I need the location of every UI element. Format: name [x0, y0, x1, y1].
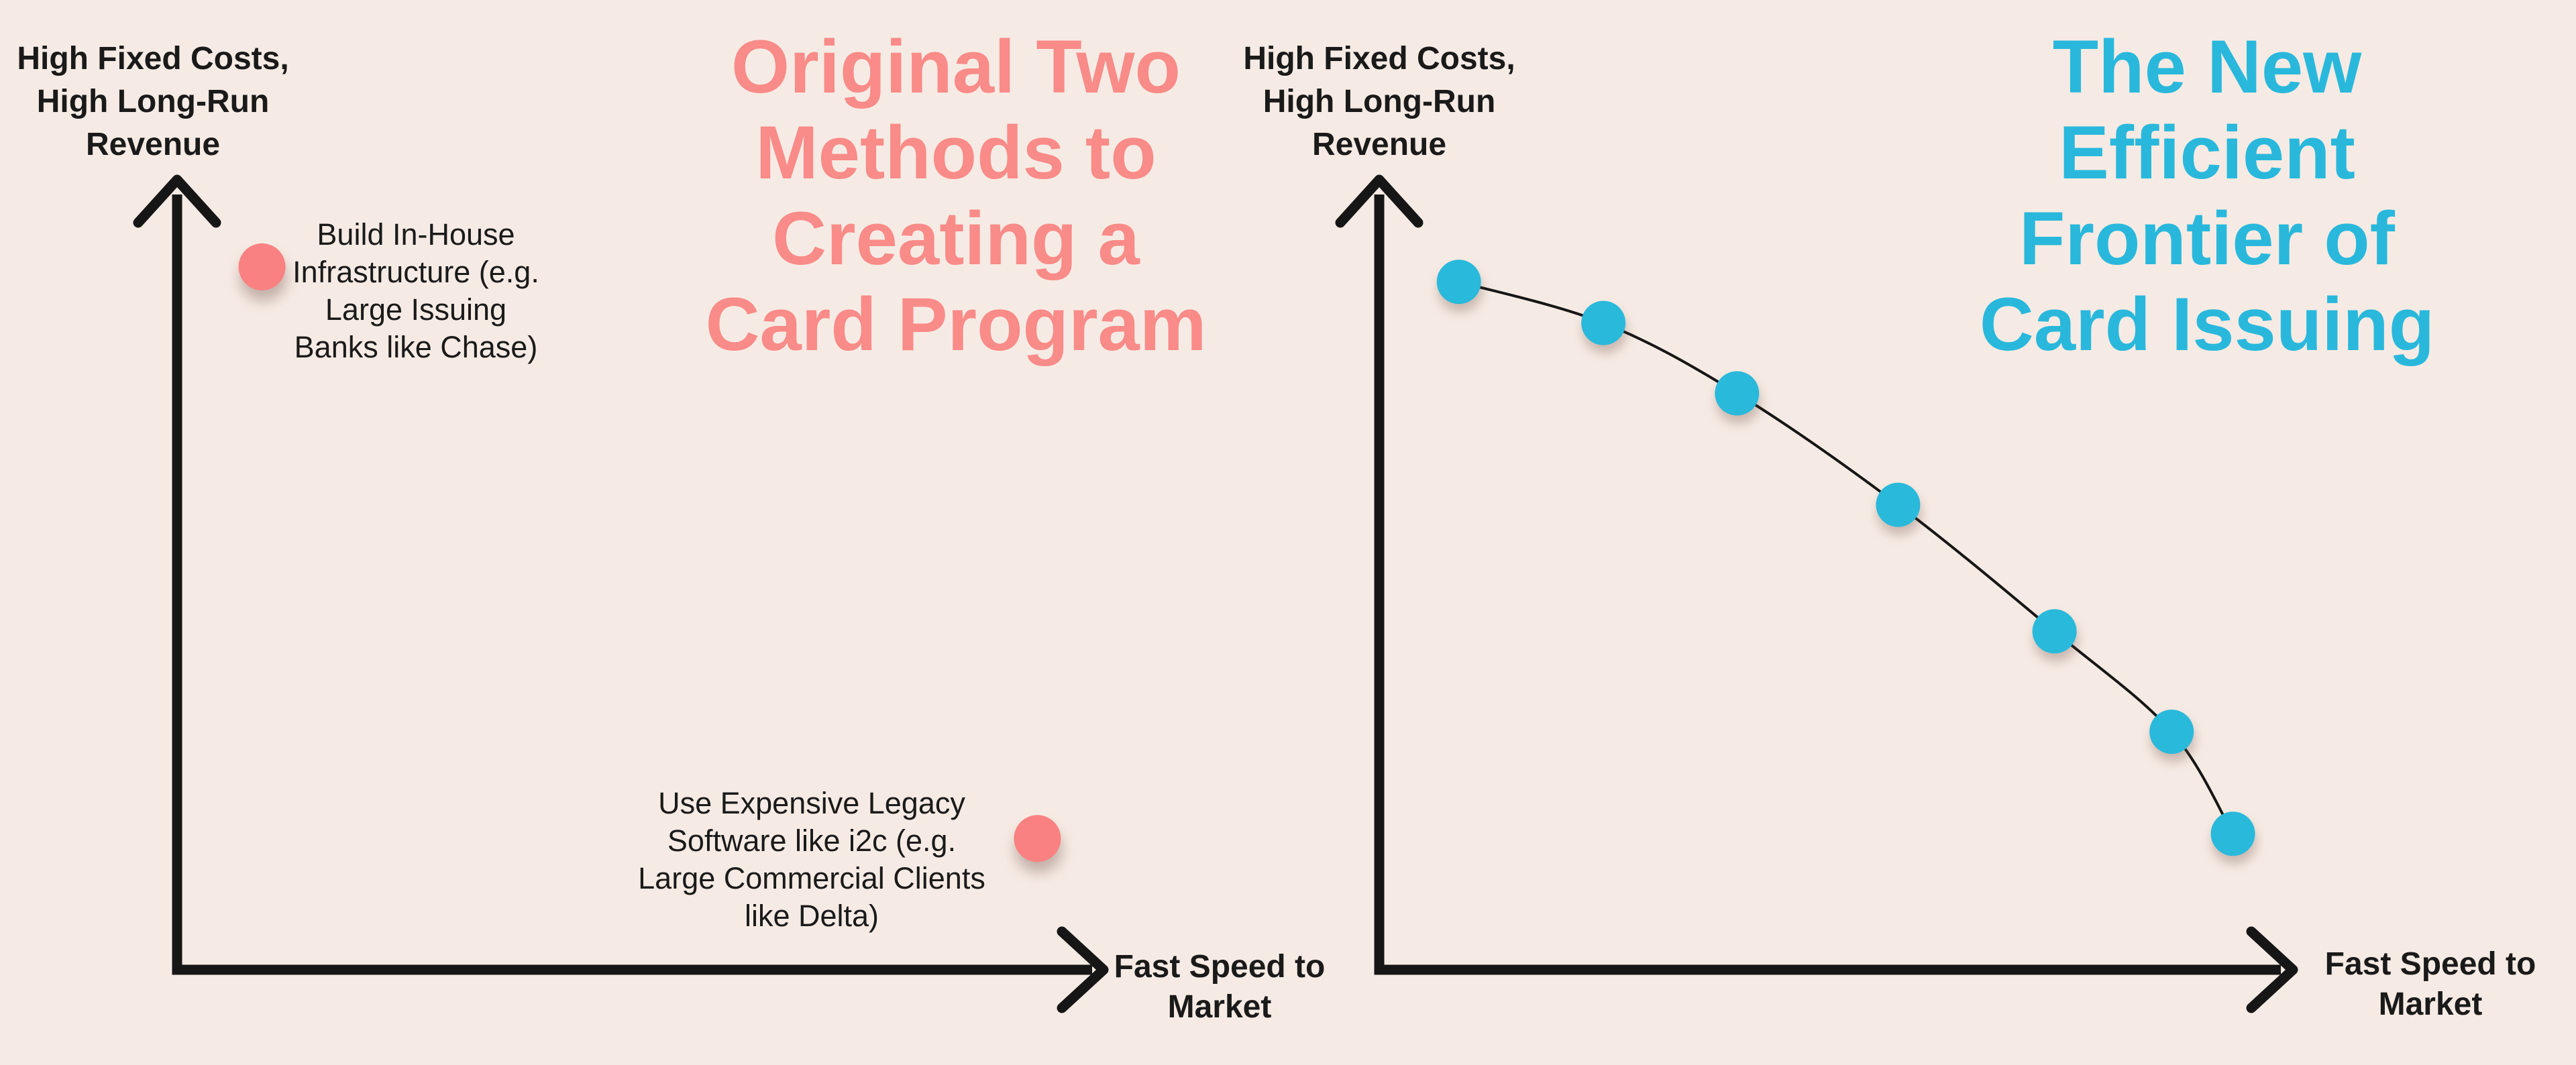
left-chart-data-points [238, 243, 1061, 862]
data-point [1876, 482, 1921, 527]
right-chart-title: The New Efficient Frontier of Card Issuing [1979, 25, 2435, 366]
data-point [1014, 815, 1061, 862]
point-label-build-in-house: Build In-House Infrastructure (e.g. Large … [292, 217, 539, 364]
point-label-legacy-software: Use Expensive Legacy Software like i2c (e… [638, 786, 985, 933]
left-x-axis-label: Fast Speed to Market [1114, 949, 1326, 1025]
data-point [2149, 710, 2194, 754]
left-y-axis-label: High Fixed Costs, High Long-Run Revenue [17, 41, 289, 162]
left-y-axis-arrowhead-icon [133, 174, 221, 228]
data-point [2210, 811, 2255, 856]
data-point [1581, 300, 1626, 345]
left-chart-title: Original Two Methods to Creating a Card Pro… [705, 25, 1207, 366]
left-chart-axes [172, 194, 1092, 975]
data-point [238, 243, 286, 290]
data-point [1715, 371, 1760, 416]
right-x-axis-label: Fast Speed to Market [2324, 946, 2536, 1022]
left-x-axis-arrowhead-icon [1057, 926, 1109, 1013]
right-x-axis-arrowhead-icon [2246, 926, 2298, 1013]
right-y-axis-arrowhead-icon [1335, 174, 1424, 228]
right-chart-axes [1374, 194, 2281, 975]
right-chart-data-points [1436, 260, 2255, 856]
data-point [2032, 609, 2077, 654]
right-y-axis-label: High Fixed Costs, High Long-Run Revenue [1243, 41, 1515, 162]
data-point [1436, 260, 1481, 304]
